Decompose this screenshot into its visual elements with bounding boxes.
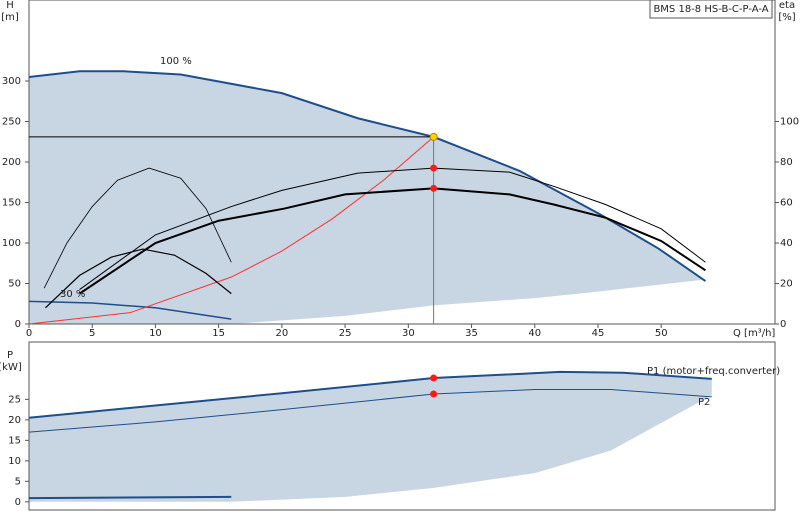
x-tick-label: 35 (465, 328, 478, 339)
series-line (28, 300, 232, 320)
y2-tick-label: 0 (780, 319, 786, 330)
y-tick-label: 250 (2, 117, 21, 128)
y2-axis-label: [%] (778, 12, 795, 23)
y-tick-label: 0 (15, 319, 21, 330)
y-axis-label: H (6, 0, 14, 11)
x-tick-label: 45 (592, 328, 605, 339)
series-line (43, 167, 232, 289)
y2-tick-label: 40 (780, 238, 793, 249)
y-tick-label: 300 (2, 76, 21, 87)
annotation: P1 (motor+freq.converter) (647, 366, 780, 377)
annotation: 100 % (160, 56, 192, 67)
x-tick-label: 0 (26, 328, 32, 339)
operating-point (430, 164, 438, 172)
series-line (28, 136, 434, 325)
y-axis-label: [kW] (0, 362, 22, 373)
annotation: P2 (698, 397, 710, 408)
x-axis-label: Q [m³/h] (733, 328, 775, 339)
annotation: 30 % (60, 289, 85, 300)
x-tick-label: 30 (402, 328, 415, 339)
x-tick-label: 5 (89, 328, 95, 339)
y-tick-label: 15 (8, 435, 21, 446)
y-tick-label: 150 (2, 198, 21, 209)
series-line (28, 495, 232, 500)
title-box (649, 0, 773, 19)
y2-axis-label: eta (779, 0, 795, 11)
chart-title: BMS 18-8 HS-B-C-P-A-A (653, 4, 768, 15)
y-tick-label: 0 (15, 497, 21, 508)
y2-tick-label: 60 (780, 198, 793, 209)
x-tick-label: 50 (655, 328, 668, 339)
series-line (28, 370, 712, 419)
shaded-area (29, 71, 706, 324)
y-tick-label: 50 (8, 279, 21, 290)
y2-tick-label: 100 (780, 117, 799, 128)
operating-point (430, 390, 438, 398)
y-axis-label: P (7, 350, 13, 361)
plot-frame (28, 341, 776, 511)
y-tick-label: 20 (8, 415, 21, 426)
y2-tick-label: 80 (780, 157, 793, 168)
operating-point (430, 374, 438, 382)
shaded-area (29, 371, 712, 502)
x-tick-label: 20 (276, 328, 289, 339)
x-tick-label: 10 (149, 328, 162, 339)
y-tick-label: 25 (8, 394, 21, 405)
y-tick-label: 5 (15, 476, 21, 487)
y-axis-label: [m] (1, 12, 19, 23)
operating-point (429, 132, 438, 141)
series-line (45, 248, 232, 309)
y2-tick-label: 20 (780, 279, 793, 290)
y-tick-label: 100 (2, 238, 21, 249)
operating-point (430, 184, 438, 192)
y-tick-label: 200 (2, 157, 21, 168)
y-tick-label: 10 (8, 456, 21, 467)
series-line (28, 70, 707, 282)
x-tick-label: 40 (528, 328, 541, 339)
x-tick-label: 15 (212, 328, 225, 339)
x-tick-label: 25 (339, 328, 352, 339)
